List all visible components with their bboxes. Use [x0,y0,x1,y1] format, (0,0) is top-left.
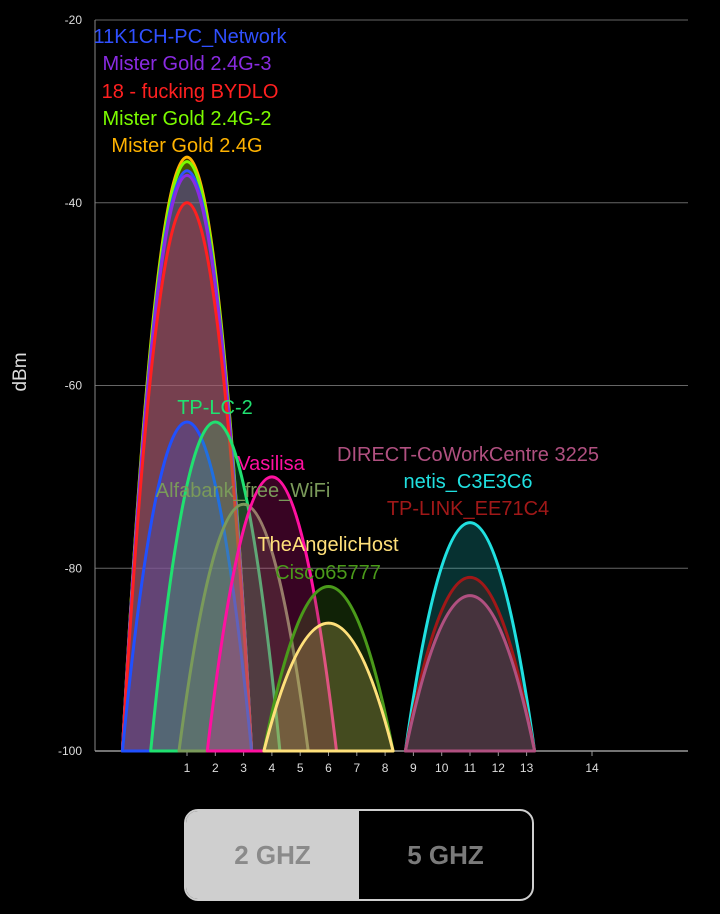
x-tick-label: 11 [464,761,477,775]
x-tick-label: 6 [325,761,332,775]
signal-curve [205,475,338,753]
network-label: netis_C3E3C6 [404,471,533,493]
y-tick-label: -60 [65,379,83,393]
network-label: Mister Gold 2.4G-2 [103,108,272,130]
signal-curve [120,201,254,753]
network-label: TheAngelicHost [257,534,399,556]
x-tick-label: 13 [520,761,534,775]
y-axis-label: dBm [10,352,31,391]
x-tick-label: 4 [269,761,276,775]
y-tick-label: -40 [65,196,83,210]
network-label: TP-LC-2 [177,397,253,419]
band-2ghz-button[interactable]: 2 GHZ [186,811,359,899]
signal-curve [403,594,537,753]
network-label: Mister Gold 2.4G-3 [103,53,272,75]
x-tick-label: 1 [184,761,191,775]
signal-curve [403,576,537,753]
signal-curve [262,621,395,753]
signal-curve [262,585,395,753]
x-tick-label: 10 [435,761,449,775]
x-tick-label: 14 [585,761,599,775]
network-label: Alfabank_free_WiFi [156,480,331,502]
network-label: TP-LINK_EE71C4 [387,498,549,520]
network-label: Mister Gold 2.4G [111,135,262,157]
y-tick-label: -80 [65,561,83,575]
x-tick-label: 3 [240,761,247,775]
network-label: DIRECT-CoWorkCentre 3225 [337,444,599,466]
network-label: Vasilisa [237,453,305,475]
x-tick-label: 9 [410,761,417,775]
x-tick-label: 12 [492,761,506,775]
network-label: 11K1CH-PC_Network [93,26,287,48]
x-tick-label: 7 [353,761,360,775]
band-toggle: 2 GHZ 5 GHZ [184,809,534,901]
x-tick-label: 8 [382,761,389,775]
network-label: Cisco65777 [275,562,381,584]
network-label: 18 - fucking BYDLO [102,81,279,103]
band-5ghz-button[interactable]: 5 GHZ [407,839,484,870]
x-tick-label: 5 [297,761,304,775]
signal-curve [403,521,537,753]
x-tick-label: 2 [212,761,219,775]
y-tick-label: -20 [65,13,83,27]
y-tick-label: -100 [58,744,82,758]
